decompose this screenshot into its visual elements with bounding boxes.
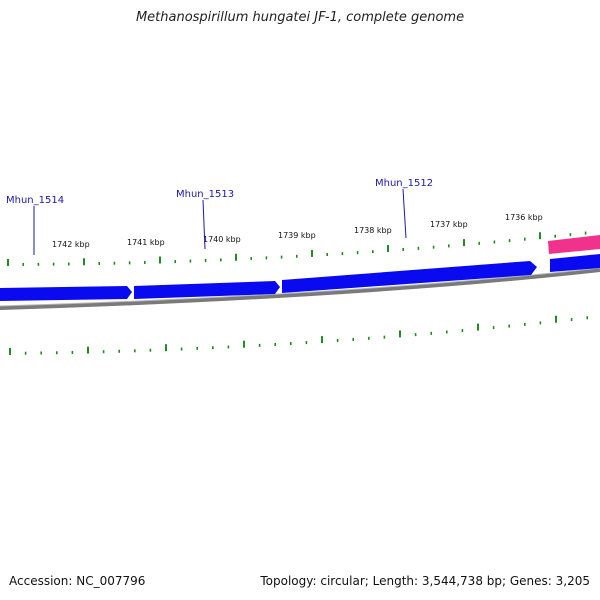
map-title: Methanospirillum hungatei JF-1, complete… bbox=[135, 10, 465, 25]
kbp-label: 1738 kbp bbox=[354, 226, 392, 235]
kbp-label: 1737 kbp bbox=[430, 220, 468, 229]
gene-label-leader bbox=[202, 199, 206, 250]
gene-arrow-mhun-1514[interactable] bbox=[0, 286, 132, 301]
kbp-label: 1740 kbp bbox=[203, 235, 241, 244]
gene-arrow-reverse[interactable] bbox=[548, 235, 600, 254]
kbp-label: 1736 kbp bbox=[505, 213, 543, 222]
accession-text: Accession: NC_007796 bbox=[9, 574, 146, 588]
gene-arrow-mhun-1512[interactable] bbox=[282, 261, 537, 293]
inner-tick-ring bbox=[9, 315, 589, 355]
kbp-label: 1741 kbp bbox=[127, 238, 165, 247]
kbp-label: 1742 kbp bbox=[52, 240, 90, 249]
outer-tick-ring bbox=[7, 231, 587, 266]
genome-backbone-highlight bbox=[0, 267, 600, 307]
gene-label-mhun-1513[interactable]: Mhun_1513 bbox=[176, 189, 234, 200]
gene-arrow-mhun-1513[interactable] bbox=[134, 281, 280, 299]
gene-arrow-next[interactable] bbox=[550, 254, 600, 272]
genome-summary-text: Topology: circular; Length: 3,544,738 bp… bbox=[260, 574, 590, 588]
gene-label-mhun-1514[interactable]: Mhun_1514 bbox=[6, 195, 64, 206]
gene-label-mhun-1512[interactable]: Mhun_1512 bbox=[375, 178, 433, 189]
gene-label-leader bbox=[402, 188, 407, 239]
genome-backbone bbox=[0, 268, 600, 310]
forward-genes bbox=[0, 254, 600, 301]
kbp-label: 1739 kbp bbox=[278, 231, 316, 240]
